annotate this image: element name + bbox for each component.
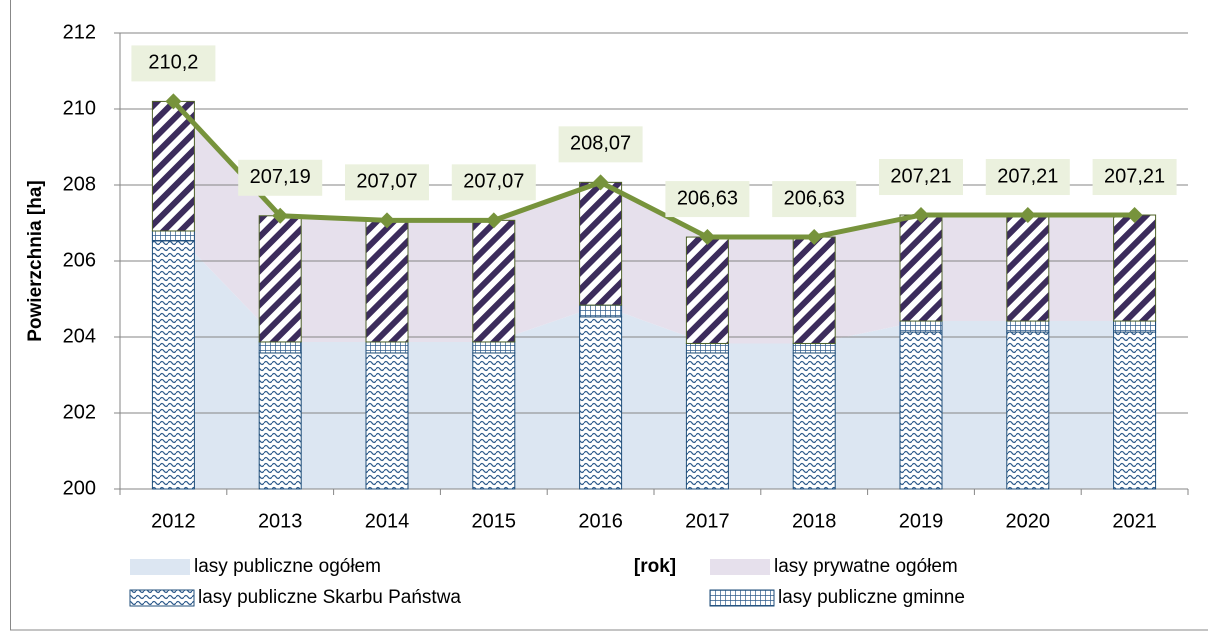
data-label-box [665, 181, 750, 218]
marker [379, 212, 395, 229]
bar [365, 341, 409, 354]
area [173, 101, 1135, 344]
x-tick-label: 2017 [685, 510, 730, 532]
bar [685, 236, 729, 344]
bar [899, 214, 943, 322]
data-label: 207,19 [250, 166, 311, 188]
y-tick-label: 202 [63, 401, 96, 423]
data-label: 207,21 [890, 165, 951, 187]
bar [899, 331, 943, 490]
data-label: 207,21 [997, 165, 1058, 187]
y-tick-label: 206 [63, 249, 96, 271]
data-label-box [879, 159, 963, 196]
x-tick-label: 2012 [151, 510, 196, 532]
data-label-box [451, 164, 536, 201]
x-tick-label: 2016 [578, 510, 623, 532]
bar [151, 240, 195, 490]
data-label-box [238, 159, 323, 196]
bar [1113, 331, 1157, 490]
data-label-box [1092, 159, 1177, 196]
data-label-box [985, 159, 1070, 196]
legend-label: lasy publiczne ogółem [194, 556, 381, 577]
y-tick-label: 204 [63, 325, 96, 347]
x-tick-label: 2019 [899, 510, 944, 532]
bar [365, 352, 409, 490]
bar [792, 352, 836, 490]
legend-swatch [129, 589, 195, 607]
bar [579, 304, 623, 318]
data-label: 207,21 [1104, 165, 1165, 187]
marker [1126, 207, 1143, 224]
marker [165, 93, 182, 110]
bar [1006, 320, 1050, 333]
x-tick-label: 2015 [472, 510, 517, 532]
marker [1019, 207, 1036, 224]
data-label: 210,2 [148, 52, 198, 74]
line [171, 99, 1135, 240]
x-tick-label: 2013 [258, 510, 303, 532]
y-tick-label: 208 [63, 173, 96, 195]
y-tick-label: 212 [63, 21, 96, 43]
marker [485, 212, 502, 229]
bar [1006, 331, 1050, 490]
bar [472, 352, 516, 490]
frame [10, 0, 1208, 631]
bar [1006, 214, 1050, 322]
marker [592, 174, 609, 191]
bar [151, 100, 195, 232]
bar [685, 352, 729, 490]
bar [899, 320, 943, 333]
legend-swatch [709, 589, 775, 607]
bar [685, 342, 729, 354]
bar [792, 342, 836, 354]
bar [258, 215, 302, 343]
bar [579, 181, 623, 306]
data-label-box [345, 164, 429, 201]
legend-label: lasy prywatne ogółem [774, 556, 958, 577]
y-tick-label: 210 [63, 97, 96, 119]
marker [272, 207, 289, 224]
bar [258, 341, 302, 354]
bar [1113, 214, 1157, 322]
data-label-box [131, 45, 216, 82]
bar [1113, 320, 1157, 333]
bar [151, 230, 195, 242]
marker [699, 229, 716, 246]
data-label-box [558, 126, 643, 163]
x-tick-label: 2020 [1006, 510, 1051, 532]
x-tick-label: 2021 [1112, 510, 1157, 532]
marker [913, 207, 929, 224]
data-label-box [772, 181, 857, 218]
x-tick-label: 2014 [365, 510, 410, 532]
y-axis-label: Powierzchnia [ha] [25, 180, 46, 342]
bar [365, 219, 409, 343]
legend-label: lasy publiczne gminne [778, 587, 965, 608]
legend-swatch [130, 559, 190, 575]
legend-label: lasy publiczne Skarbu Państwa [198, 587, 461, 608]
bar [792, 236, 836, 344]
bar [472, 219, 516, 343]
legend-swatch [710, 559, 770, 575]
bar [579, 316, 623, 490]
bar [258, 352, 302, 490]
data-label: 206,63 [677, 187, 738, 209]
data-label: 207,07 [463, 171, 524, 193]
data-label: 207,07 [356, 171, 417, 193]
marker [806, 229, 823, 246]
x-tick-label: 2018 [792, 510, 837, 532]
area [173, 230, 1135, 490]
bar [472, 341, 516, 354]
x-axis-label: [rok] [634, 556, 676, 577]
data-label: 206,63 [784, 187, 845, 209]
y-tick-label: 200 [63, 477, 96, 499]
data-label: 208,07 [570, 133, 631, 155]
